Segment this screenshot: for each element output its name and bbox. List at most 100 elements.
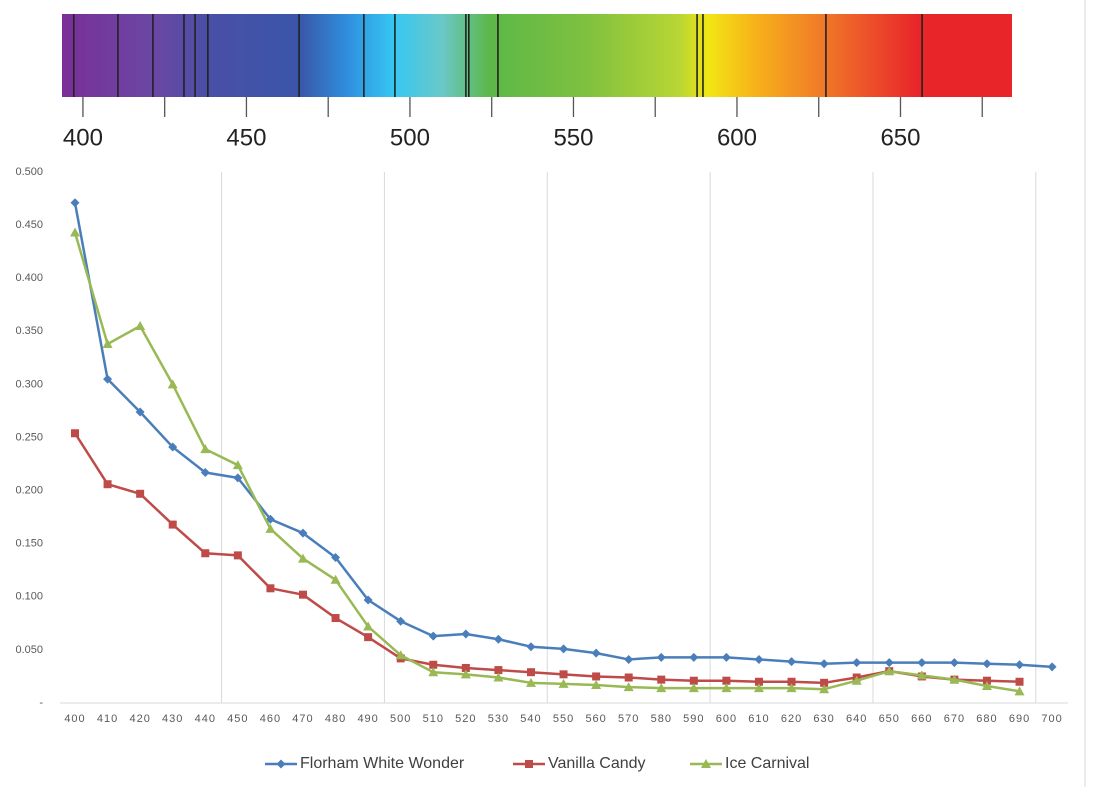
marker xyxy=(559,644,569,654)
spectrum-bar xyxy=(62,14,1012,97)
x-tick-label: 430 xyxy=(162,713,183,725)
y-tick-label: 0.200 xyxy=(15,485,43,497)
marker xyxy=(395,650,406,660)
marker xyxy=(461,629,471,639)
x-tick-label: 660 xyxy=(911,713,932,725)
marker xyxy=(688,683,699,693)
series-line xyxy=(73,432,1020,685)
marker xyxy=(754,677,763,686)
marker xyxy=(364,633,373,642)
marker xyxy=(526,668,535,677)
x-tick-label: 640 xyxy=(846,713,867,725)
marker xyxy=(1015,660,1025,670)
marker xyxy=(232,460,243,470)
x-tick-label: 600 xyxy=(717,124,757,151)
y-tick-label: 0.100 xyxy=(15,591,43,603)
x-tick-label: 550 xyxy=(553,713,574,725)
marker xyxy=(949,674,960,684)
y-tick-label: 0.400 xyxy=(15,272,43,284)
x-tick-label: 520 xyxy=(455,713,476,725)
marker xyxy=(591,679,602,689)
y-tick-label: - xyxy=(39,697,43,709)
x-tick-label: 400 xyxy=(64,713,85,725)
x-tick-label: 610 xyxy=(748,713,769,725)
marker xyxy=(200,444,211,454)
marker xyxy=(233,473,243,483)
marker xyxy=(103,374,113,384)
marker xyxy=(721,683,732,693)
marker xyxy=(981,681,992,691)
x-tick-label: 460 xyxy=(260,713,281,725)
x-tick-label: 490 xyxy=(357,713,378,725)
marker xyxy=(136,489,145,498)
x-tick-label: 580 xyxy=(651,713,672,725)
marker xyxy=(753,683,764,693)
x-tick-label: 450 xyxy=(227,713,248,725)
marker xyxy=(233,551,242,560)
x-tick-label: 650 xyxy=(880,124,920,151)
x-tick-label: 590 xyxy=(683,713,704,725)
x-tick-label: 560 xyxy=(585,713,606,725)
marker xyxy=(559,670,568,679)
marker xyxy=(460,669,471,679)
x-tick-label: 450 xyxy=(226,124,266,151)
marker xyxy=(525,677,536,687)
marker xyxy=(135,407,145,417)
marker xyxy=(331,614,340,623)
marker xyxy=(200,468,210,478)
marker xyxy=(70,227,80,237)
x-tick-label: 600 xyxy=(716,713,737,725)
marker xyxy=(591,648,601,658)
marker xyxy=(265,523,276,533)
marker xyxy=(363,621,374,631)
marker xyxy=(852,658,862,668)
y-tick-label: 0.300 xyxy=(15,378,43,390)
x-tick-label: 500 xyxy=(390,124,430,151)
marker xyxy=(428,667,439,677)
marker xyxy=(71,429,79,438)
marker xyxy=(526,642,536,652)
marker xyxy=(884,666,895,676)
x-tick-label: 410 xyxy=(97,713,118,725)
marker xyxy=(787,677,796,686)
x-tick-label: 700 xyxy=(1041,713,1062,725)
marker xyxy=(558,678,569,688)
marker xyxy=(819,659,829,669)
marker xyxy=(623,682,634,692)
marker xyxy=(916,670,927,680)
marker xyxy=(298,590,307,599)
marker xyxy=(657,675,666,684)
marker xyxy=(1047,662,1057,672)
x-tick-label: 570 xyxy=(618,713,639,725)
y-tick-label: 0.050 xyxy=(15,644,43,656)
marker xyxy=(754,654,764,664)
x-tick-label: 530 xyxy=(488,713,509,725)
x-tick-label: 680 xyxy=(976,713,997,725)
x-tick-label: 420 xyxy=(129,713,150,725)
x-tick-label: 690 xyxy=(1009,713,1030,725)
x-tick-label: 540 xyxy=(520,713,541,725)
marker xyxy=(820,678,829,687)
legend-marker xyxy=(276,759,286,769)
y-tick-label: 0.450 xyxy=(15,219,43,231)
x-tick-label: 500 xyxy=(390,713,411,725)
marker xyxy=(624,654,634,664)
marker xyxy=(396,616,406,626)
marker xyxy=(982,659,992,669)
marker xyxy=(70,198,80,208)
legend-marker xyxy=(701,759,711,768)
marker xyxy=(493,672,504,682)
x-tick-label: 650 xyxy=(879,713,900,725)
marker xyxy=(884,658,894,668)
marker xyxy=(201,549,210,558)
marker xyxy=(103,480,112,489)
marker xyxy=(168,520,177,529)
x-tick-label: 620 xyxy=(781,713,802,725)
marker xyxy=(624,673,633,682)
marker xyxy=(297,553,308,563)
marker xyxy=(656,652,666,662)
marker xyxy=(1014,686,1025,696)
marker xyxy=(786,683,797,693)
marker xyxy=(102,339,113,349)
